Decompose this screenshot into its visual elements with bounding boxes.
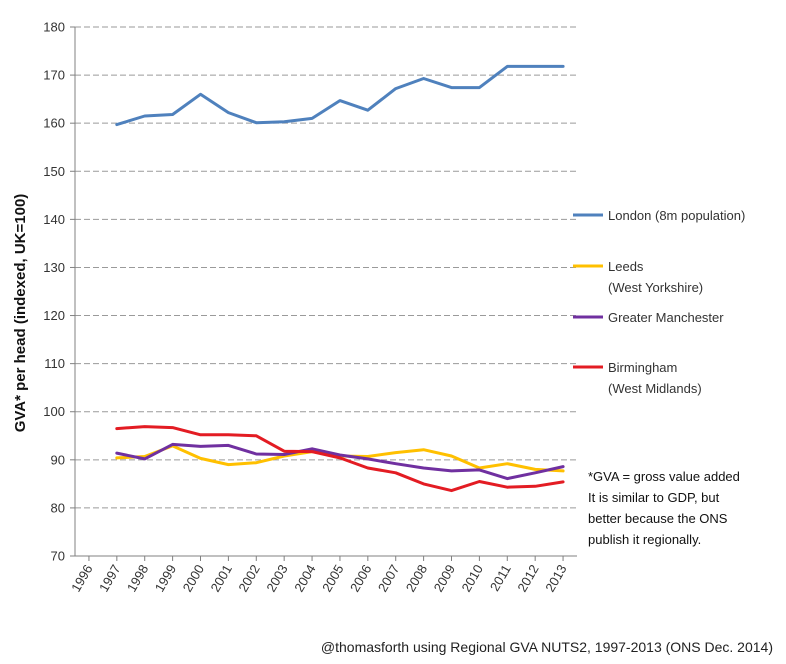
legend-entry-1: Leeds (West Yorkshire): [608, 259, 703, 295]
y-tick-label: 100: [43, 404, 65, 419]
y-gridlines: [70, 26, 577, 557]
series-line-3: [115, 425, 565, 493]
x-tick-label: 2002: [235, 562, 262, 595]
x-tick-label: 2012: [514, 562, 541, 595]
y-tick-label: 130: [43, 260, 65, 275]
x-tick-label: 2003: [263, 562, 290, 595]
x-tick-label: 2001: [208, 562, 235, 595]
gva-footnote: *GVA = gross value added It is similar to…: [588, 469, 740, 547]
x-tick-label: 1996: [68, 562, 95, 595]
y-tick-label: 180: [43, 20, 65, 35]
x-tick-label: 2008: [403, 562, 430, 595]
y-tick-label: 70: [51, 549, 65, 564]
legend-entry-3: Birmingham (West Midlands): [608, 360, 702, 396]
y-tick-label: 110: [44, 356, 65, 371]
y-tick-label: 160: [43, 116, 65, 131]
x-tick-label: 2013: [542, 562, 569, 595]
series-line-2: [115, 442, 565, 481]
x-tick-label: 2000: [180, 562, 207, 595]
x-tick-label: 2011: [487, 562, 514, 594]
series-lines: [115, 64, 565, 493]
x-tick-label: 2009: [431, 562, 458, 595]
y-tick-label: 120: [43, 308, 65, 323]
x-tick-label: 2004: [291, 562, 318, 595]
x-tick-label: 1997: [96, 562, 123, 595]
series-line-0: [115, 64, 565, 127]
x-tick-label: 2010: [459, 562, 486, 595]
y-tick-label: 90: [51, 452, 65, 467]
x-tick-label: 1998: [124, 562, 151, 595]
y-tick-label: 80: [51, 500, 65, 515]
legend-entry-0: London (8m population): [608, 208, 745, 223]
x-tick-label: 2006: [347, 562, 374, 595]
x-tick-labels: 1996 1997 1998 1999 2000 2001 2002 2003 2004 2005…: [68, 556, 570, 595]
y-tick-label: 150: [43, 164, 65, 179]
y-tick-labels: 70 80 90 100 110 120 130 140 150 160 170 180: [43, 20, 65, 564]
x-tick-label: 2007: [375, 562, 402, 595]
x-tick-label: 1999: [152, 562, 179, 595]
y-tick-label: 140: [43, 212, 65, 227]
y-axis-label: GVA* per head (indexed, UK=100): [12, 194, 29, 433]
y-tick-label: 170: [43, 68, 65, 83]
legend: London (8m population) Leeds (West Yorkshi…: [573, 208, 745, 396]
x-tick-label: 2005: [319, 562, 346, 595]
source-caption: @thomasforth using Regional GVA NUTS2, 1…: [321, 639, 773, 655]
legend-entry-2: Greater Manchester: [608, 310, 724, 325]
axes: [74, 27, 577, 557]
